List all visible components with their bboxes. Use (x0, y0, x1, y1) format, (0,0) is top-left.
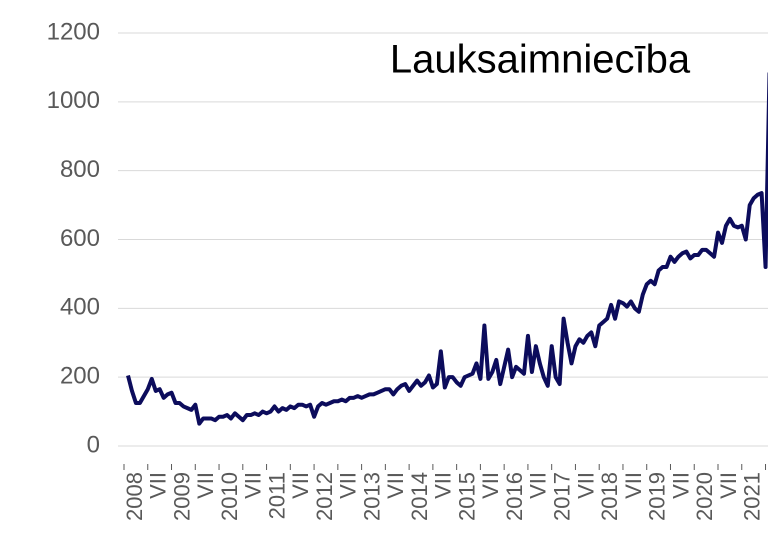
y-tick-label: 0 (87, 431, 100, 458)
x-tick-label: VII (146, 472, 171, 499)
y-tick-label: 1200 (47, 18, 100, 45)
y-tick-label: 1000 (47, 87, 100, 114)
x-tick-label: 2009 (169, 472, 194, 521)
x-tick-label: VII (193, 472, 218, 499)
y-tick-label: 400 (60, 294, 100, 321)
x-tick-label: 2014 (407, 472, 432, 521)
x-tick-label: VII (478, 472, 503, 499)
x-tick-label: 2016 (502, 472, 527, 521)
x-tick-label: VII (763, 472, 768, 499)
x-tick-label: VII (668, 472, 693, 499)
y-tick-label: 200 (60, 363, 100, 390)
x-tick-label: VII (383, 472, 408, 499)
x-tick-label: 2017 (549, 472, 574, 521)
x-tick-label: VII (716, 472, 741, 499)
x-tick-label: 2010 (217, 472, 242, 521)
x-tick-label: VII (241, 472, 266, 499)
x-tick-label: VII (288, 472, 313, 499)
x-tick-label: 2011 (264, 472, 289, 519)
x-tick-label: 2018 (597, 472, 622, 521)
x-tick-label: 2012 (312, 472, 337, 521)
data-line (126, 72, 768, 426)
x-tick-label: 2019 (645, 472, 670, 521)
x-tick-label: 2008 (122, 472, 147, 521)
x-tick-label: 2020 (692, 472, 717, 521)
y-tick-label: 800 (60, 156, 100, 183)
x-tick-label: VII (573, 472, 598, 499)
x-tick-label: 2013 (359, 472, 384, 521)
x-tick-label: 2015 (454, 472, 479, 521)
x-tick-label: VII (336, 472, 361, 499)
x-tick-label: VII (621, 472, 646, 499)
x-tick-label: VII (526, 472, 551, 499)
y-tick-label: 600 (60, 225, 100, 252)
x-tick-label: 2021 (740, 472, 765, 521)
x-tick-label: VII (431, 472, 456, 499)
chart-title: Lauksaimniecība (390, 38, 691, 82)
